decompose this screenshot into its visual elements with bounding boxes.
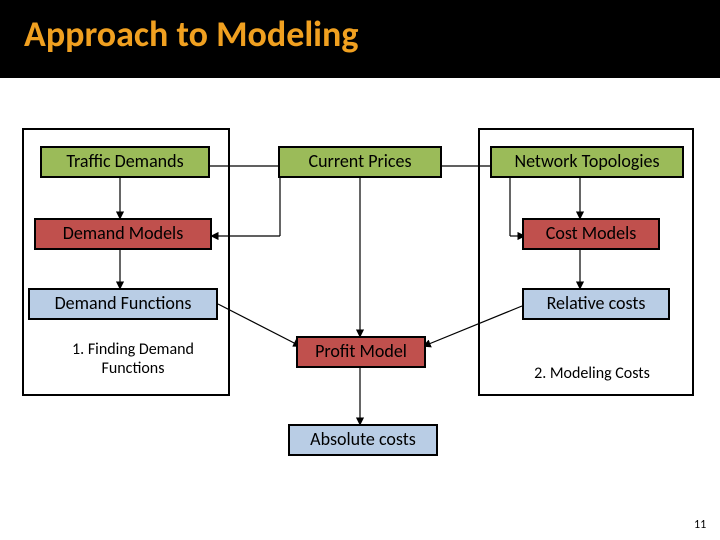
box-absolute-costs: Absolute costs [288,424,438,456]
label-dmodels: Demand Models [63,224,183,244]
box-profit-model: Profit Model [296,336,426,368]
box-current-prices: Current Prices [278,146,442,178]
label-dfuncs: Demand Functions [55,294,192,314]
label-cmodels: Cost Models [546,224,637,244]
box-relative-costs: Relative costs [522,288,670,320]
title-band: Approach to Modeling [0,0,720,78]
label-relcosts: Relative costs [547,294,646,314]
box-demand-models: Demand Models [34,218,212,250]
caption-modeling-costs: 2. Modeling Costs [512,364,672,383]
box-network-topologies: Network Topologies [490,146,684,178]
label-profit: Profit Model [315,342,407,362]
page-title: Approach to Modeling [24,12,696,56]
box-cost-models: Cost Models [522,218,660,250]
box-demand-functions: Demand Functions [28,288,218,320]
label-abscosts: Absolute costs [310,430,416,450]
slide-number: 11 [694,518,706,532]
caption-left-line2: Functions [102,359,165,378]
label-traffic: Traffic Demands [66,152,183,172]
label-network: Network Topologies [514,152,659,172]
caption-right-line1: 2. Modeling Costs [534,364,650,383]
box-traffic-demands: Traffic Demands [40,146,210,178]
label-prices: Current Prices [308,152,411,172]
caption-finding-demand: 1. Finding Demand Functions [58,340,208,378]
caption-left-line1: 1. Finding Demand [72,340,194,359]
diagram-canvas: Traffic Demands Current Prices Network T… [0,78,720,518]
